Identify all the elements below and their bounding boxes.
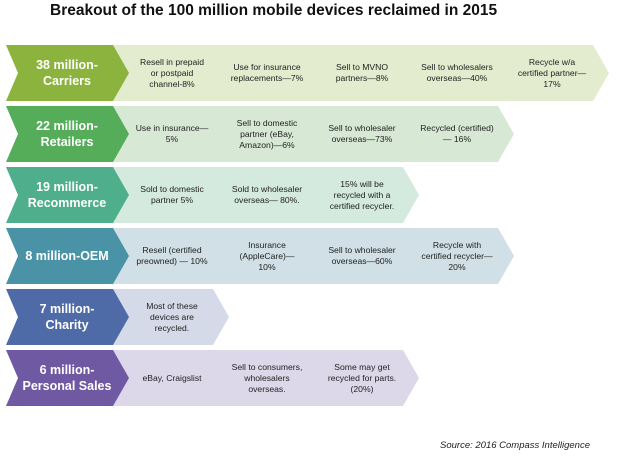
category-chevron: 38 million-Carriers [6, 45, 130, 101]
channel-chevron: Insurance (AppleCare)— 10% [208, 228, 324, 284]
channel-chevron: Resell in prepaid or postpaid channel-8% [113, 45, 229, 101]
category-chevron: 6 million-Personal Sales [6, 350, 130, 406]
channel-chevron: Resell (certified preowned) — 10% [113, 228, 229, 284]
channel-chevron: Sell to wholesaler overseas—60% [303, 228, 419, 284]
channel-label: Recycle with certified recycler—20% [421, 239, 493, 272]
channel-chevron: Most of these devices are recycled. [113, 289, 229, 345]
channel-label: 15% will be recycled with a certified re… [329, 178, 395, 211]
category-chevron: 22 million-Retailers [6, 106, 130, 162]
channel-chevron: 15% will be recycled with a certified re… [303, 167, 419, 223]
channel-label: Sold to domestic partner 5% [140, 184, 204, 205]
channel-label: Sell to wholesaler overseas—73% [328, 123, 396, 144]
channel-label: Resell in prepaid or postpaid channel-8% [139, 56, 204, 89]
channel-label: Some may get recycled for parts. (20%) [327, 361, 397, 394]
channel-label: Resell (certified preowned) — 10% [136, 245, 208, 266]
diagram-title: Breakout of the 100 million mobile devic… [50, 2, 498, 19]
breakout-row: 7 million-Charity Most of these devices a… [0, 289, 620, 345]
channel-chevron: Sell to domestic partner (eBay, Amazon)—… [208, 106, 324, 162]
category-chevron: 19 million-Recommerce [6, 167, 130, 223]
channel-label: Sell to consumers, wholesalers overseas. [231, 361, 303, 394]
channel-chevron: Use in insurance—5% [113, 106, 229, 162]
channel-chevron: eBay, Craigslist [113, 350, 229, 406]
channel-label: Recycled (certified)— 16% [420, 123, 494, 144]
channel-chevron: Recycle with certified recycler—20% [398, 228, 514, 284]
breakout-row: 8 million-OEM Resell (certified preowned)… [0, 228, 620, 284]
channel-label: Insurance (AppleCare)— 10% [239, 239, 295, 272]
channel-label: Sell to wholesaler overseas—60% [328, 245, 396, 266]
category-label: 19 million-Recommerce [27, 180, 107, 210]
breakout-row: 22 million-Retailers Use in insurance—5% S… [0, 106, 620, 162]
breakout-row: 38 million-Carriers Resell in prepaid or … [0, 45, 620, 101]
category-label: 22 million-Retailers [36, 119, 98, 149]
channel-chevron: Recycle w/a certified partner—17% [493, 45, 609, 101]
channel-chevron: Sold to domestic partner 5% [113, 167, 229, 223]
category-label: 6 million-Personal Sales [22, 363, 112, 393]
channel-label: Sell to domestic partner (eBay, Amazon)—… [236, 117, 298, 150]
channel-chevron: Sold to wholesaler overseas— 80%. [208, 167, 324, 223]
channel-label: Use in insurance—5% [135, 123, 209, 144]
channel-label: Most of these devices are recycled. [146, 300, 198, 333]
channel-chevron: Sell to wholesaler overseas—73% [303, 106, 419, 162]
channel-label: Sell to MVNO partners—8% [335, 62, 389, 83]
category-label: 7 million-Charity [39, 302, 95, 332]
channel-chevron: Recycled (certified)— 16% [398, 106, 514, 162]
channel-chevron: Sell to consumers, wholesalers overseas. [208, 350, 324, 406]
channel-chevron: Some may get recycled for parts. (20%) [303, 350, 419, 406]
breakout-row: 6 million-Personal Sales eBay, Craigslist… [0, 350, 620, 406]
channel-label: eBay, Craigslist [142, 372, 202, 383]
category-label: 8 million-OEM [25, 249, 109, 263]
source-note: Source: 2016 Compass Intelligence [440, 440, 590, 451]
channel-label: Sold to wholesaler overseas— 80%. [231, 184, 303, 205]
channel-label: Recycle w/a certified partner—17% [517, 56, 587, 89]
breakout-row: 19 million-Recommerce Sold to domestic pa… [0, 167, 620, 223]
channel-label: Use for insurance replacements—7% [230, 62, 304, 83]
channel-chevron: Sell to MVNO partners—8% [303, 45, 419, 101]
category-chevron: 7 million-Charity [6, 289, 130, 345]
channel-label: Sell to wholesalers overseas—40% [421, 62, 493, 83]
channel-chevron: Use for insurance replacements—7% [208, 45, 324, 101]
category-label: 38 million-Carriers [36, 58, 98, 88]
channel-chevron: Sell to wholesalers overseas—40% [398, 45, 514, 101]
category-chevron: 8 million-OEM [6, 228, 130, 284]
